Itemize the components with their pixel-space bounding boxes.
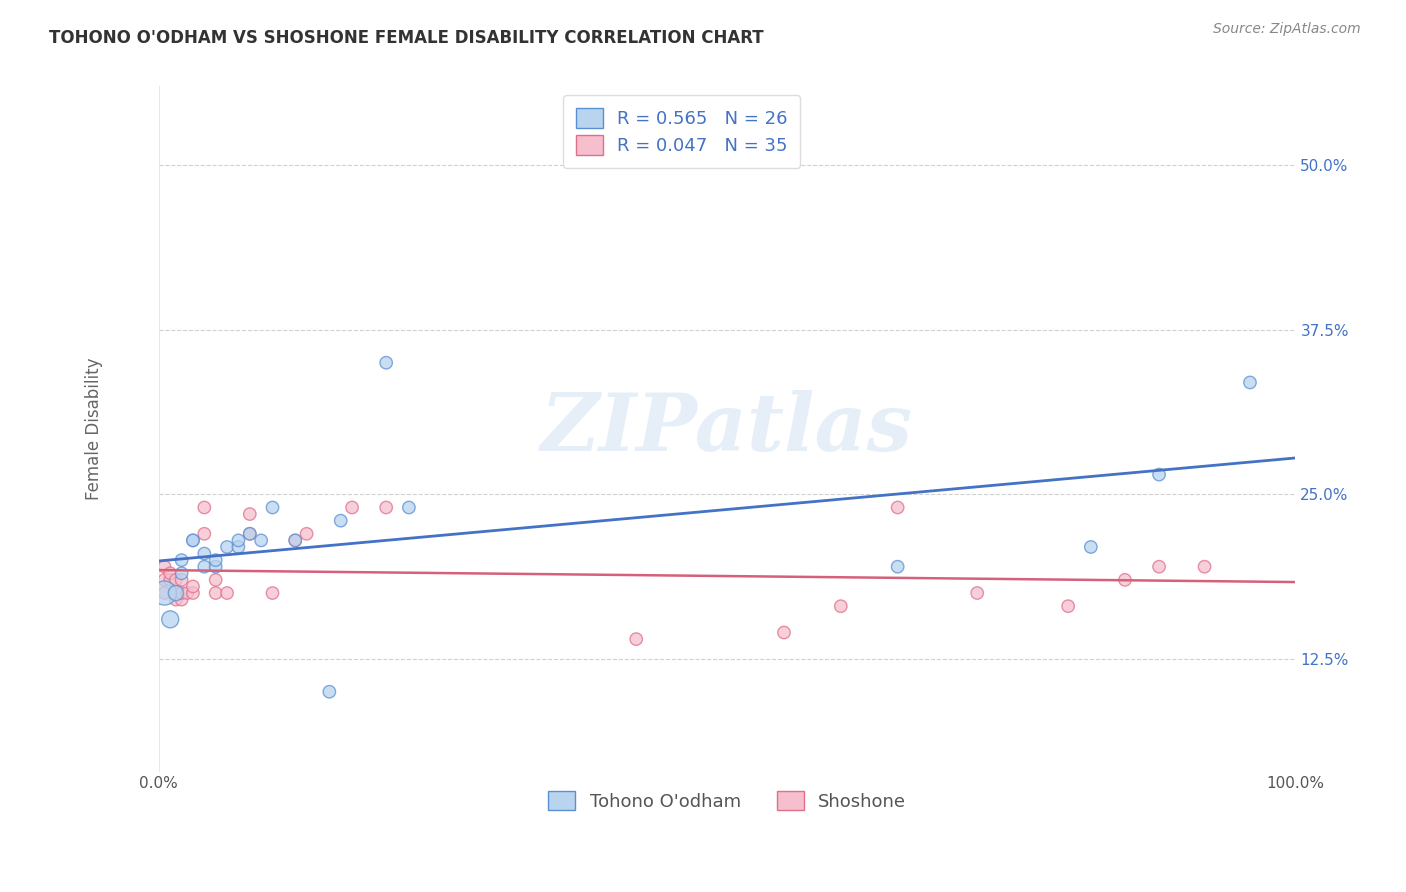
- Point: [262, 586, 284, 600]
- Point: [239, 526, 262, 541]
- Point: [165, 586, 187, 600]
- Point: [318, 684, 340, 698]
- Point: [153, 573, 176, 587]
- Point: [295, 526, 318, 541]
- Point: [170, 553, 193, 567]
- Point: [284, 533, 307, 548]
- Legend: Tohono O'odham, Shoshone: Tohono O'odham, Shoshone: [536, 778, 920, 823]
- Point: [228, 540, 250, 554]
- Point: [204, 573, 226, 587]
- Point: [626, 632, 648, 646]
- Point: [170, 566, 193, 581]
- Point: [340, 500, 363, 515]
- Point: [215, 540, 238, 554]
- Point: [170, 586, 193, 600]
- Point: [165, 592, 187, 607]
- Point: [228, 533, 250, 548]
- Point: [398, 500, 420, 515]
- Point: [181, 586, 204, 600]
- Point: [170, 592, 193, 607]
- Point: [886, 500, 908, 515]
- Point: [153, 586, 176, 600]
- Point: [239, 507, 262, 521]
- Point: [193, 526, 215, 541]
- Point: [181, 579, 204, 593]
- Point: [193, 559, 215, 574]
- Point: [215, 586, 238, 600]
- Point: [284, 533, 307, 548]
- Text: Source: ZipAtlas.com: Source: ZipAtlas.com: [1213, 22, 1361, 37]
- Point: [193, 500, 215, 515]
- Point: [170, 573, 193, 587]
- Point: [204, 586, 226, 600]
- Point: [250, 533, 273, 548]
- Point: [176, 586, 198, 600]
- Point: [239, 526, 262, 541]
- Point: [886, 559, 908, 574]
- Point: [830, 599, 852, 614]
- Text: ZIPatlas: ZIPatlas: [541, 390, 914, 467]
- Point: [181, 533, 204, 548]
- Point: [966, 586, 988, 600]
- Point: [262, 500, 284, 515]
- Point: [153, 586, 176, 600]
- Text: TOHONO O'ODHAM VS SHOSHONE FEMALE DISABILITY CORRELATION CHART: TOHONO O'ODHAM VS SHOSHONE FEMALE DISABI…: [49, 29, 763, 46]
- Point: [1147, 559, 1170, 574]
- Point: [159, 573, 181, 587]
- Y-axis label: Female Disability: Female Disability: [86, 358, 103, 500]
- Point: [153, 559, 176, 574]
- Point: [165, 586, 187, 600]
- Point: [375, 500, 398, 515]
- Point: [204, 553, 226, 567]
- Point: [181, 533, 204, 548]
- Point: [1057, 599, 1080, 614]
- Point: [329, 514, 352, 528]
- Point: [159, 612, 181, 626]
- Point: [193, 547, 215, 561]
- Point: [1080, 540, 1102, 554]
- Point: [773, 625, 796, 640]
- Point: [1114, 573, 1136, 587]
- Point: [1194, 559, 1216, 574]
- Point: [1147, 467, 1170, 482]
- Point: [1239, 376, 1261, 390]
- Point: [204, 559, 226, 574]
- Point: [375, 356, 398, 370]
- Point: [165, 573, 187, 587]
- Point: [159, 566, 181, 581]
